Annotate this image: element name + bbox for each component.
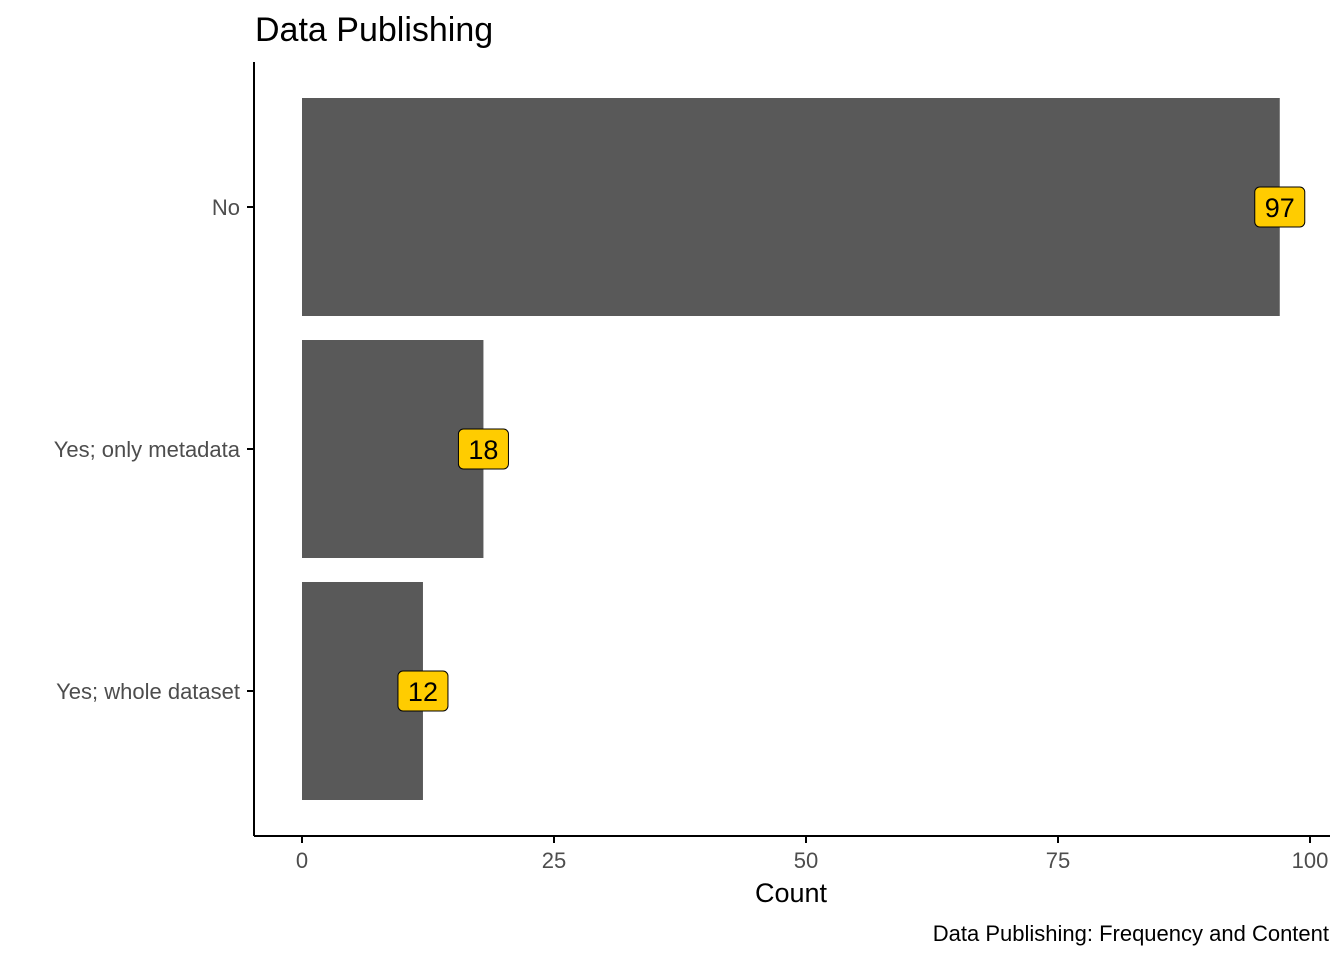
data-label-3: 12 [397, 670, 449, 712]
bar-2 [302, 340, 484, 558]
x-tick-label: 50 [794, 848, 818, 873]
data-label-2: 18 [457, 428, 509, 470]
bar-1 [302, 98, 1280, 316]
data-label-text: 18 [468, 435, 498, 465]
bars-layer [302, 98, 1280, 800]
y-tick-label: Yes; only metadata [54, 437, 241, 462]
data-label-text: 97 [1265, 193, 1295, 223]
axes-layer: No Yes; only metadata Yes; whole dataset 0 2… [54, 62, 1330, 873]
x-tick-label: 25 [542, 848, 566, 873]
data-labels-layer: 97 18 12 [397, 186, 1306, 712]
y-tick-label: Yes; whole dataset [56, 679, 240, 704]
data-label-1: 97 [1254, 186, 1306, 228]
x-tick-label: 100 [1292, 848, 1329, 873]
x-tick-label: 75 [1046, 848, 1070, 873]
y-tick-label: No [212, 195, 240, 220]
data-label-box [457, 428, 509, 470]
data-label-box [1254, 186, 1306, 228]
x-axis-title: Count [755, 878, 828, 908]
chart-title: Data Publishing [255, 11, 493, 49]
x-tick-label: 0 [296, 848, 308, 873]
chart-caption: Data Publishing: Frequency and Content [933, 921, 1329, 946]
data-label-text: 12 [408, 677, 438, 707]
data-label-box [397, 670, 449, 712]
